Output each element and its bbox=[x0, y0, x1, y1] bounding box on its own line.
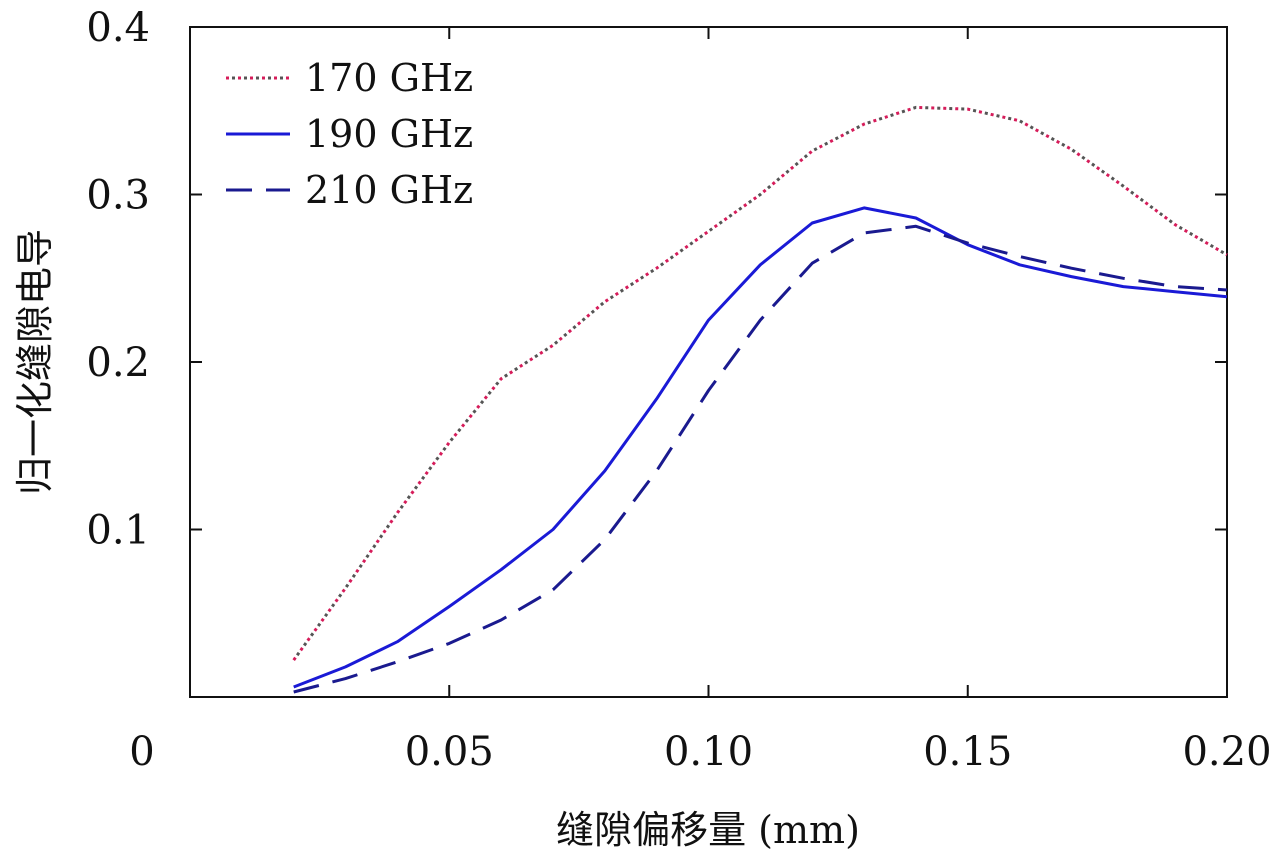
y-tick-label: 0.4 bbox=[86, 5, 150, 51]
y-tick-label: 0.2 bbox=[86, 340, 150, 386]
x-axis-label: 缝隙偏移量 (mm) bbox=[556, 808, 860, 852]
y-tick-label: 0.1 bbox=[86, 508, 150, 554]
x-tick-label: 0.05 bbox=[405, 729, 494, 775]
legend-label: 190 GHz bbox=[305, 112, 473, 156]
axis-ticks bbox=[190, 27, 1227, 697]
series-line-0-alt bbox=[292, 105, 1228, 661]
series-line-2 bbox=[293, 224, 1228, 694]
legend-label: 210 GHz bbox=[305, 168, 473, 212]
series-line-1 bbox=[293, 206, 1228, 689]
x-tick-label: 0.15 bbox=[923, 729, 1012, 775]
legend-entry-1: 190 GHz bbox=[226, 112, 473, 156]
legend-entry-2: 210 GHz bbox=[226, 168, 473, 212]
x-tick-label: 0 bbox=[129, 729, 154, 775]
x-tick-label: 0.10 bbox=[664, 729, 753, 775]
series-layer bbox=[292, 105, 1228, 694]
x-tick-label: 0.20 bbox=[1182, 729, 1271, 775]
tick-labels: 0 0.05 0.10 0.15 0.20 0.1 0.2 0.3 0.4 bbox=[86, 5, 1271, 775]
y-axis-label: 归一化缝隙电导 bbox=[13, 229, 57, 495]
legend: 170 GHz 190 GHz 210 GHz bbox=[226, 56, 473, 212]
legend-entry-0: 170 GHz bbox=[226, 56, 473, 100]
y-tick-label: 0.3 bbox=[86, 173, 150, 219]
legend-label: 170 GHz bbox=[305, 56, 473, 100]
